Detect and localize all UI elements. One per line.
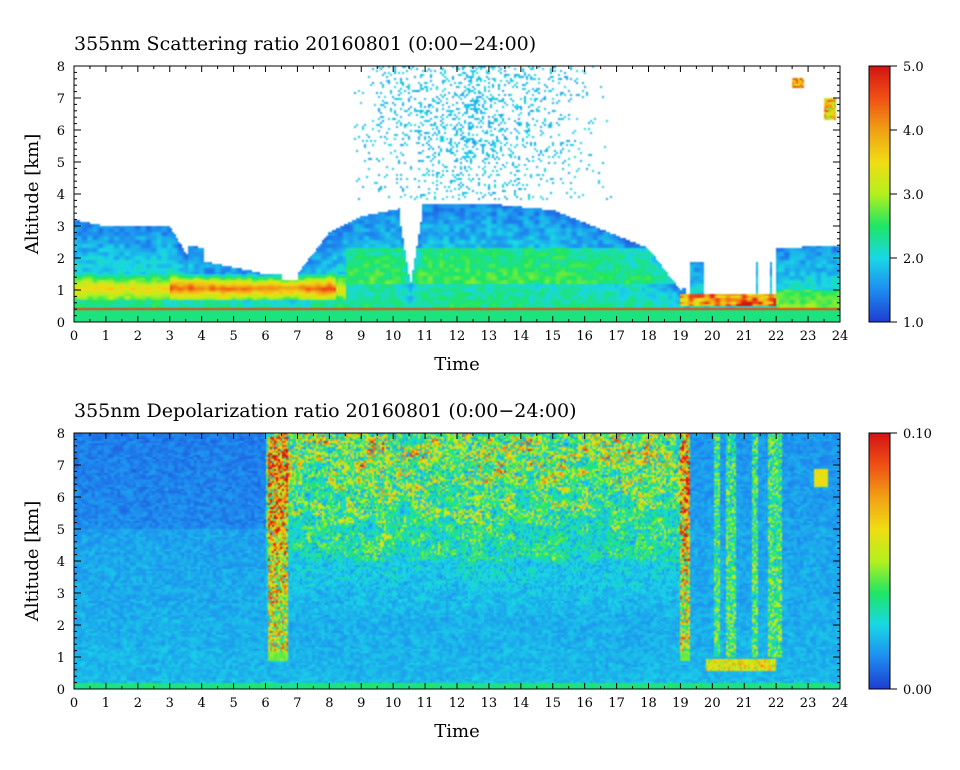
x-tick-label: 9 xyxy=(357,696,365,711)
x-tick-label: 4 xyxy=(198,329,206,344)
colorbar-tick-label: 2.0 xyxy=(903,252,924,267)
x-tick-label: 23 xyxy=(800,696,817,711)
x-axis-ticks: 0 1 2 3 4 5 6 7 8 9 10 11 12 13 14 15 16 17 18 19 20 21 22 23 24 xyxy=(70,66,848,344)
y-axis-ticks: 0 1 2 3 4 5 6 7 8 xyxy=(57,427,840,698)
x-tick-label: 24 xyxy=(832,329,849,344)
x-tick-label: 14 xyxy=(513,696,530,711)
x-tick-label: 21 xyxy=(736,329,753,344)
x-tick-label: 15 xyxy=(544,696,561,711)
y-tick-label: 1 xyxy=(57,284,65,299)
x-axis-ticks: 0 1 2 3 4 5 6 7 8 9 10 11 12 13 14 15 16 17 18 19 20 21 22 23 24 xyxy=(70,433,848,711)
x-tick-label: 20 xyxy=(704,329,721,344)
y-axis-ticks: 0 1 2 3 4 5 6 7 8 xyxy=(57,60,840,331)
x-axis-label: Time xyxy=(434,721,479,742)
y-tick-label: 2 xyxy=(57,252,65,267)
x-tick-label: 2 xyxy=(134,329,142,344)
y-tick-label: 5 xyxy=(57,523,65,538)
colorbar-tick-label: 5.0 xyxy=(903,60,924,75)
x-tick-label: 14 xyxy=(513,329,530,344)
x-tick-label: 12 xyxy=(449,696,466,711)
x-tick-label: 5 xyxy=(229,329,237,344)
y-tick-label: 3 xyxy=(57,587,65,602)
scattering-ratio-panel: 355nm Scattering ratio 20160801 (0:00−24… xyxy=(22,33,924,375)
y-axis-label: Altitude [km] xyxy=(22,501,43,623)
x-tick-label: 22 xyxy=(768,329,785,344)
plot-area xyxy=(73,65,841,323)
x-tick-label: 5 xyxy=(229,696,237,711)
colorbar-tick-label: 1.0 xyxy=(903,316,924,331)
x-tick-label: 20 xyxy=(704,696,721,711)
x-tick-label: 10 xyxy=(385,329,402,344)
colorbar-tick-label: 3.0 xyxy=(903,188,924,203)
x-tick-label: 8 xyxy=(325,329,333,344)
y-tick-label: 3 xyxy=(57,220,65,235)
y-tick-label: 6 xyxy=(57,124,65,139)
x-tick-label: 7 xyxy=(293,329,301,344)
y-tick-label: 6 xyxy=(57,491,65,506)
chart-title: 355nm Depolarization ratio 20160801 (0:0… xyxy=(74,400,576,422)
x-tick-label: 6 xyxy=(261,696,269,711)
colorbar: 0.00 0.10 xyxy=(868,427,932,698)
x-tick-label: 1 xyxy=(102,696,110,711)
x-tick-label: 0 xyxy=(70,329,78,344)
y-tick-label: 8 xyxy=(57,427,65,442)
y-tick-label: 7 xyxy=(57,92,65,107)
x-tick-label: 9 xyxy=(357,329,365,344)
x-tick-label: 4 xyxy=(198,696,206,711)
x-tick-label: 16 xyxy=(576,696,593,711)
x-tick-label: 8 xyxy=(325,696,333,711)
x-tick-label: 11 xyxy=(417,696,434,711)
y-tick-label: 4 xyxy=(57,555,65,570)
colorbar-ticks: 0.00 0.10 xyxy=(890,427,932,698)
x-tick-label: 16 xyxy=(576,329,593,344)
x-tick-label: 24 xyxy=(832,696,849,711)
y-axis-label: Altitude [km] xyxy=(22,134,43,256)
y-tick-label: 5 xyxy=(57,156,65,171)
x-tick-label: 17 xyxy=(608,329,625,344)
heatmap-image xyxy=(74,66,840,322)
x-tick-label: 2 xyxy=(134,696,142,711)
y-tick-label: 1 xyxy=(57,651,65,666)
colorbar-tick-label: 0.00 xyxy=(903,683,932,698)
plot-area xyxy=(73,432,841,690)
x-tick-label: 19 xyxy=(672,696,689,711)
x-tick-label: 21 xyxy=(736,696,753,711)
y-tick-label: 2 xyxy=(57,619,65,634)
x-tick-label: 19 xyxy=(672,329,689,344)
y-tick-label: 7 xyxy=(57,459,65,474)
x-tick-label: 7 xyxy=(293,696,301,711)
x-tick-label: 13 xyxy=(481,329,498,344)
x-tick-label: 3 xyxy=(166,696,174,711)
x-tick-label: 22 xyxy=(768,696,785,711)
colorbar-gradient xyxy=(868,432,891,690)
heatmap-image xyxy=(74,433,840,689)
x-axis-label: Time xyxy=(434,354,479,375)
x-tick-label: 3 xyxy=(166,329,174,344)
depolarization-ratio-panel: 355nm Depolarization ratio 20160801 (0:0… xyxy=(22,400,932,742)
x-tick-label: 17 xyxy=(608,696,625,711)
x-tick-label: 18 xyxy=(640,329,657,344)
y-tick-label: 8 xyxy=(57,60,65,75)
x-tick-label: 15 xyxy=(544,329,561,344)
colorbar-tick-label: 0.10 xyxy=(903,427,932,442)
y-tick-label: 0 xyxy=(57,316,65,331)
x-tick-label: 0 xyxy=(70,696,78,711)
x-tick-label: 23 xyxy=(800,329,817,344)
colorbar-ticks: 1.0 2.0 3.0 4.0 5.0 xyxy=(890,60,924,331)
x-tick-label: 13 xyxy=(481,696,498,711)
x-tick-label: 6 xyxy=(261,329,269,344)
x-tick-label: 1 xyxy=(102,329,110,344)
chart-title: 355nm Scattering ratio 20160801 (0:00−24… xyxy=(74,33,536,55)
x-tick-label: 18 xyxy=(640,696,657,711)
colorbar: 1.0 2.0 3.0 4.0 5.0 xyxy=(868,60,924,331)
colorbar-gradient xyxy=(868,65,891,323)
colorbar-tick-label: 4.0 xyxy=(903,124,924,139)
x-tick-label: 11 xyxy=(417,329,434,344)
x-tick-label: 10 xyxy=(385,696,402,711)
y-tick-label: 4 xyxy=(57,188,65,203)
y-tick-label: 0 xyxy=(57,683,65,698)
x-tick-label: 12 xyxy=(449,329,466,344)
